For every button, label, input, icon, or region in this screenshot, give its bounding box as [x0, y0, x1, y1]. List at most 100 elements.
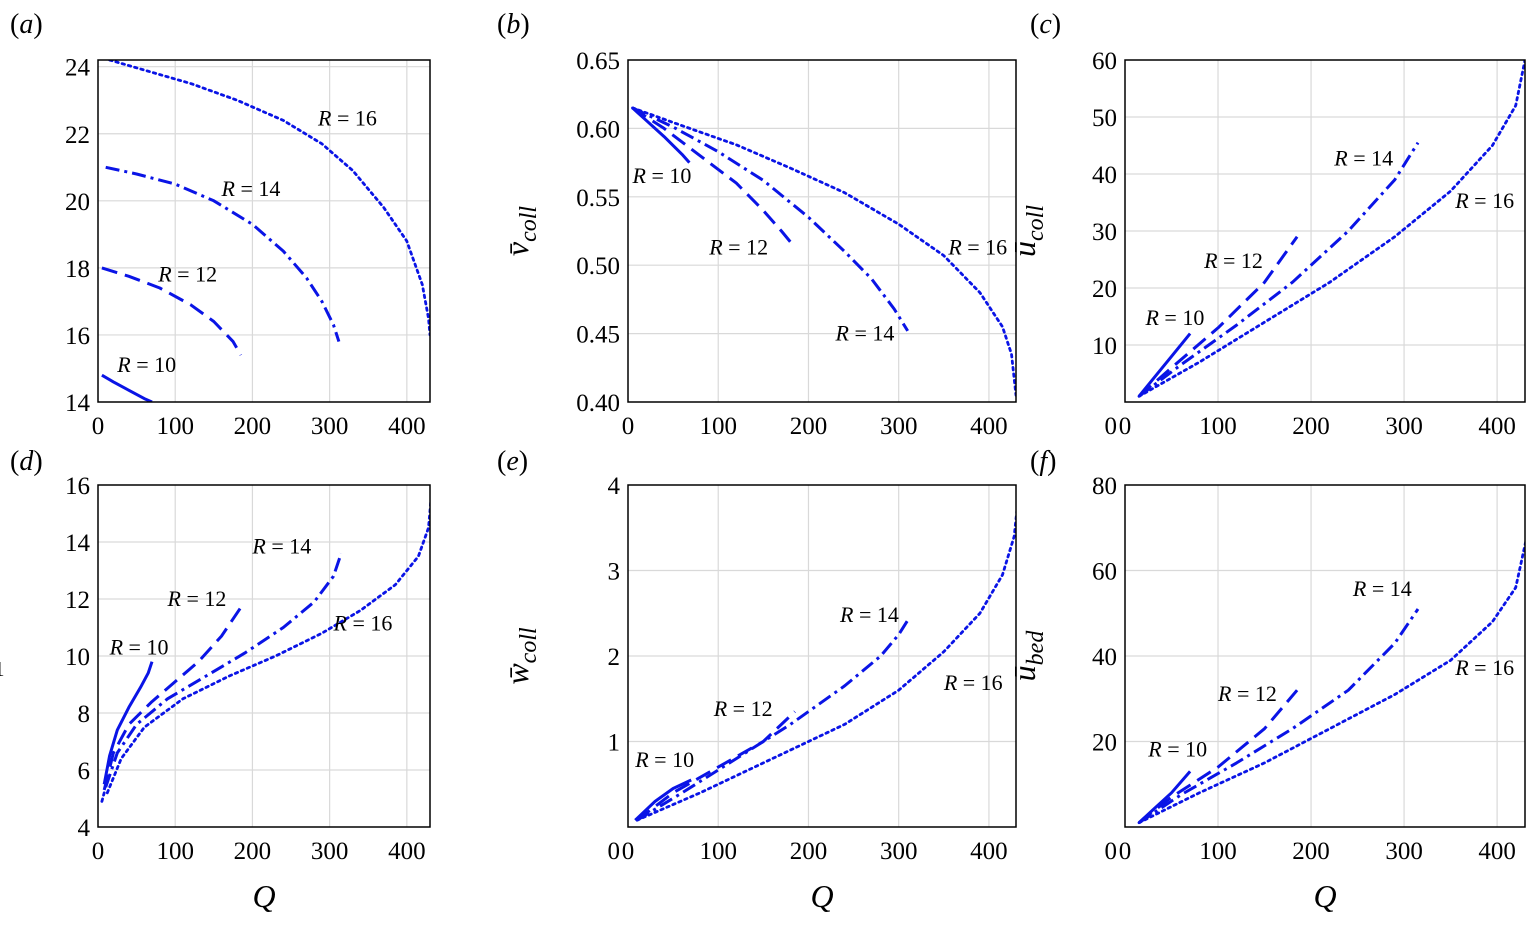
y-tick-label: 0.65 — [576, 48, 620, 75]
series-line-dotted — [108, 60, 430, 337]
curve-annotation: R = 12 — [166, 586, 226, 611]
x-tick-label: 400 — [388, 413, 426, 440]
x-axis-label: Q — [810, 878, 833, 914]
curve-annotation: R = 16 — [332, 610, 392, 635]
curve-annotation: R = 14 — [251, 533, 311, 558]
y-tick-label: 8 — [78, 701, 91, 728]
curve-annotation: R = 16 — [1454, 188, 1514, 213]
curve-annotation: R = 14 — [835, 320, 895, 345]
curve-annotation: R = 16 — [317, 105, 377, 130]
curve-annotation: R = 14 — [1352, 576, 1412, 601]
series-line-dashdot — [104, 552, 343, 788]
series-line-dashdot — [631, 106, 909, 332]
y-tick-label: 4 — [608, 473, 621, 500]
x-tick-label: 400 — [970, 413, 1008, 440]
y-axis-label: ūcoll — [1006, 205, 1049, 257]
plot-frame — [97, 59, 431, 403]
y-tick-label: 16 — [65, 473, 90, 500]
panel-e: 0 100 200 300 400 0 1 2 3 4 (e) w̄coll Q R = 10 R = 12… — [497, 446, 1017, 914]
y-tick-label: 0 — [608, 838, 621, 865]
y-tick-label: 1 — [608, 730, 621, 757]
panel-label: (e) — [497, 446, 528, 477]
series-line-dotted — [635, 505, 1016, 822]
series-line-dotted — [631, 106, 1016, 397]
curve-annotation: R = 12 — [1217, 681, 1277, 706]
y-tick-label: 0.60 — [576, 116, 620, 143]
curve-annotation: R = 10 — [634, 747, 694, 772]
panel-f: 0 100 200 300 400 0 20 40 60 80 (f) ūbed Q R = 10 R = … — [1006, 446, 1526, 914]
curve-annotation: R = 10 — [1144, 305, 1204, 330]
y-tick-label: 4 — [78, 815, 91, 842]
x-tick-label: 0 — [92, 838, 105, 865]
panel-label: (a) — [10, 9, 43, 40]
series-line-dashdot — [636, 616, 911, 822]
y-tick-label: 6 — [78, 758, 91, 785]
plot-frame — [627, 59, 1017, 403]
y-tick-label: 40 — [1092, 162, 1117, 189]
x-tick-label: 100 — [1199, 413, 1237, 440]
curve-annotation: R = 16 — [1454, 655, 1514, 680]
x-tick-label: 100 — [699, 838, 737, 865]
series-line-solid — [1137, 332, 1192, 398]
y-axis-label: v̄coll — [499, 206, 542, 257]
curve-annotation: R = 12 — [157, 261, 217, 286]
x-tick-label: 200 — [1292, 413, 1330, 440]
series-line-dashed — [1138, 235, 1299, 398]
y-tick-label: 10 — [65, 644, 90, 671]
x-tick-label: 400 — [1478, 413, 1516, 440]
curve-annotation: R = 16 — [943, 670, 1003, 695]
y-tick-label: 3 — [608, 559, 621, 586]
y-tick-label: 12 — [65, 587, 90, 614]
x-tick-label: 200 — [234, 838, 272, 865]
x-tick-label: 100 — [156, 413, 194, 440]
x-tick-label: 400 — [1478, 838, 1516, 865]
curve-annotation: R = 10 — [109, 635, 169, 660]
y-tick-label: 2 — [608, 644, 621, 671]
y-tick-label: 20 — [1092, 276, 1117, 303]
y-tick-label: 0 — [1105, 838, 1118, 865]
series-line-dashed — [101, 266, 243, 356]
curve-annotation: R = 12 — [1203, 248, 1263, 273]
series-line-dashed — [631, 106, 797, 249]
series-line-dashed — [636, 710, 796, 822]
panel-b: 0 100 200 300 400 0.40 0.45 0.50 0.55 0.60 0.65 (b)… — [497, 9, 1017, 440]
series-line-solid — [101, 373, 153, 402]
y-tick-label: 50 — [1092, 105, 1117, 132]
panel-label: (f) — [1030, 446, 1056, 477]
y-tick-label: 80 — [1092, 473, 1117, 500]
y-axis-label: w̄coll — [499, 627, 542, 685]
x-axis-label: Q — [252, 878, 275, 914]
x-tick-label: 100 — [156, 838, 194, 865]
x-tick-label: 300 — [1385, 838, 1423, 865]
x-tick-label: 0 — [622, 413, 635, 440]
y-tick-label: 22 — [65, 122, 90, 149]
curve-annotation: R = 12 — [713, 696, 773, 721]
y-tick-label: 16 — [65, 323, 90, 350]
y-tick-label: 0.50 — [576, 253, 620, 280]
curve-annotation: R = 14 — [1333, 145, 1393, 170]
curve-annotation: R = 10 — [632, 163, 692, 188]
x-tick-label: 0 — [622, 838, 635, 865]
series-line-solid — [631, 106, 691, 164]
y-tick-label: 10 — [1092, 333, 1117, 360]
x-tick-label: 400 — [388, 838, 426, 865]
panel-label: (d) — [10, 446, 43, 477]
x-tick-label: 0 — [1119, 838, 1132, 865]
series-line-solid — [102, 661, 154, 785]
curve-annotation: R = 10 — [116, 352, 176, 377]
curve-annotation: R = 14 — [839, 602, 899, 627]
curve-annotation: R = 12 — [708, 234, 768, 259]
y-tick-label: 0.55 — [576, 185, 620, 212]
curve-annotation: R = 10 — [1147, 736, 1207, 761]
y-tick-label: 0.45 — [576, 322, 620, 349]
plot-frame — [97, 484, 431, 828]
plot-frame — [627, 484, 1017, 828]
series-line-dotted — [1137, 60, 1525, 398]
y-tick-label: 0 — [1105, 413, 1118, 440]
x-tick-label: 100 — [1199, 838, 1237, 865]
plot-frame — [1124, 484, 1526, 828]
y-tick-label: 14 — [65, 390, 91, 417]
